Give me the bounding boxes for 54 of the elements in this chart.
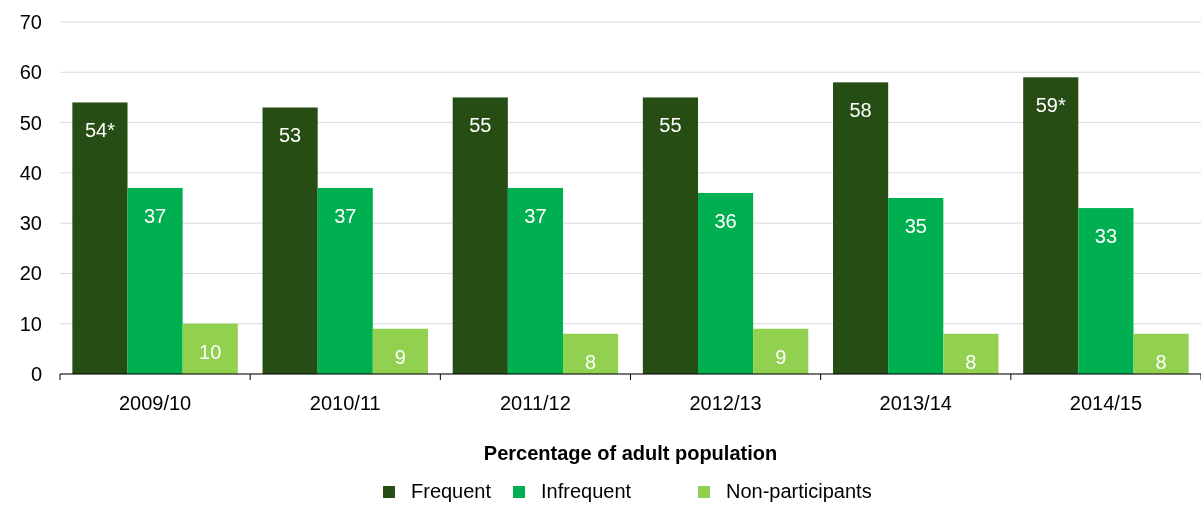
bar [507, 187, 563, 374]
x-tick-label: 2011/12 [500, 392, 571, 414]
bar [127, 187, 183, 374]
data-label: 8 [965, 350, 977, 373]
data-label: 8 [585, 350, 597, 373]
data-label: 54* [84, 119, 116, 142]
bar [943, 333, 999, 374]
bar [452, 97, 508, 374]
bar [317, 187, 373, 374]
x-tick-label: 2012/13 [689, 392, 762, 414]
data-label: 55 [659, 114, 682, 137]
data-label: 10 [199, 340, 222, 363]
data-label: 59* [1035, 94, 1066, 117]
legend-label: Infrequent [541, 480, 632, 502]
y-tick-label: 60 [19, 61, 42, 84]
bar [1078, 208, 1134, 374]
y-tick-label: 0 [30, 363, 42, 385]
bar [888, 198, 944, 374]
bar [1023, 77, 1079, 374]
x-tick-label: 2013/14 [879, 392, 952, 414]
data-label: 8 [1155, 350, 1167, 373]
data-label: 37 [524, 204, 547, 227]
legend-label: Frequent [411, 480, 492, 502]
x-tick-label: 2014/15 [1069, 392, 1143, 414]
bar [642, 97, 699, 374]
data-label: 9 [775, 345, 787, 368]
data-label: 9 [394, 345, 406, 368]
bar [562, 333, 619, 374]
bar [833, 82, 889, 374]
y-tick-label: 20 [19, 262, 42, 285]
data-label: 58 [849, 99, 872, 122]
data-label: 37 [143, 204, 167, 227]
data-label: 55 [469, 114, 492, 137]
bar [182, 323, 238, 374]
bar [262, 107, 318, 374]
y-tick-label: 40 [19, 161, 42, 184]
bar [372, 328, 428, 374]
data-label: 37 [334, 204, 357, 227]
data-label: 33 [1094, 225, 1118, 248]
bar [1133, 333, 1189, 374]
y-tick-label: 50 [19, 111, 42, 134]
data-label: 53 [278, 124, 302, 147]
y-tick-label: 70 [19, 11, 42, 33]
bar [753, 328, 809, 374]
bar [698, 192, 754, 374]
legend-label: Non-participants [726, 480, 872, 502]
data-label: 36 [714, 209, 737, 232]
bar [72, 102, 128, 374]
y-tick-label: 30 [19, 212, 42, 235]
x-tick-label: 2010/11 [309, 392, 381, 414]
x-tick-label: 2009/10 [118, 392, 192, 414]
x-axis-title: Percentage of adult population [483, 442, 778, 464]
data-label: 35 [904, 215, 927, 237]
y-tick-label: 10 [19, 312, 42, 335]
